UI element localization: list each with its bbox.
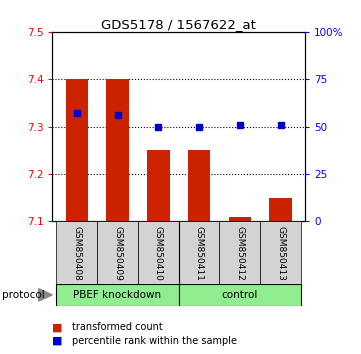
- Bar: [56, 221, 97, 285]
- Bar: [229, 217, 251, 221]
- Text: GSM850412: GSM850412: [235, 226, 244, 280]
- Bar: [97, 221, 138, 285]
- Bar: [138, 221, 179, 285]
- Bar: [66, 79, 88, 221]
- Polygon shape: [39, 289, 52, 301]
- Title: GDS5178 / 1567622_at: GDS5178 / 1567622_at: [101, 18, 256, 31]
- Text: GSM850410: GSM850410: [154, 225, 163, 281]
- Text: GSM850411: GSM850411: [195, 225, 204, 281]
- Text: transformed count: transformed count: [72, 322, 163, 332]
- Bar: [106, 79, 129, 221]
- Bar: [179, 284, 301, 306]
- Text: ■: ■: [52, 322, 66, 332]
- Bar: [219, 221, 260, 285]
- Bar: [260, 221, 301, 285]
- Text: percentile rank within the sample: percentile rank within the sample: [72, 336, 237, 346]
- Bar: [188, 150, 210, 221]
- Bar: [179, 221, 219, 285]
- Text: GSM850408: GSM850408: [72, 225, 81, 281]
- Text: control: control: [222, 290, 258, 300]
- Bar: [147, 150, 170, 221]
- Text: protocol: protocol: [2, 290, 44, 300]
- Text: GSM850413: GSM850413: [276, 225, 285, 281]
- Text: PBEF knockdown: PBEF knockdown: [74, 290, 162, 300]
- Text: GSM850409: GSM850409: [113, 225, 122, 281]
- Bar: [56, 284, 179, 306]
- Bar: [269, 198, 292, 221]
- Text: ■: ■: [52, 336, 66, 346]
